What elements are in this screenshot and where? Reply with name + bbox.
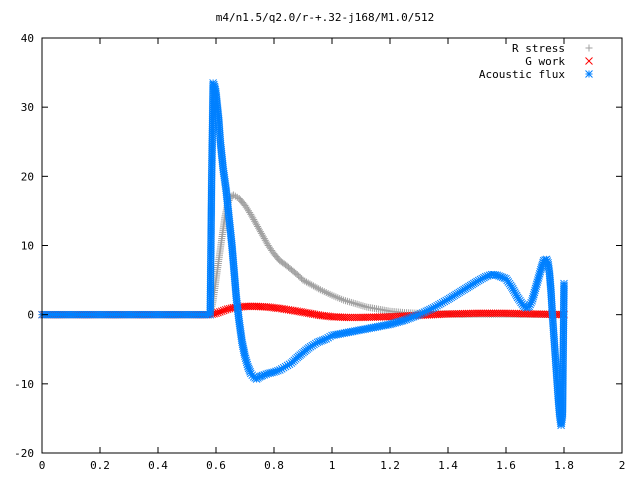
markers-layer [38,79,568,430]
ticks-layer: 0 0.2 0.4 0.6 0.8 1 1.2 1.4 1.6 1.8 2 -20 -10 0 10 20 30… [14,32,625,472]
y-tick-label: 40 [21,32,34,45]
y-tick-label: 0 [27,309,34,322]
data-point [359,302,367,310]
data-point [355,301,363,309]
x-tick-label: 0 [39,459,46,472]
x-tick-label: 1.8 [554,459,574,472]
legend-marker [585,57,593,65]
x-tick-label: 1.6 [496,459,516,472]
data-point [243,302,251,311]
legend-label: R stress [512,42,565,55]
y-tick-label: 20 [21,170,34,183]
data-point [246,302,255,311]
data-point [347,298,355,306]
y-tick-label: 10 [21,240,34,253]
data-point [357,301,365,309]
y-tick-label: 30 [21,101,34,114]
data-point [242,203,250,211]
data-point [243,205,251,213]
series-0 [38,191,568,319]
series-2 [38,79,568,430]
legend-marker [585,44,593,52]
data-point [241,302,249,311]
legend-label: Acoustic flux [479,68,565,81]
legend-marker [585,70,593,78]
x-tick-label: 0.2 [90,459,110,472]
data-point [345,298,353,306]
x-tick-label: 0.4 [148,459,168,472]
x-tick-label: 0.8 [264,459,284,472]
data-point [244,207,252,215]
chart-title: m4/n1.5/q2.0/r-+.32-j168/M1.0/512 [216,11,435,24]
data-point [349,299,357,307]
x-tick-label: 0.6 [206,459,226,472]
data-point [248,302,257,311]
data-point [246,209,254,217]
data-point [315,285,323,293]
y-tick-label: -20 [14,447,34,460]
data-point [560,279,568,288]
x-tick-label: 1.2 [380,459,400,472]
data-point [245,302,253,311]
x-tick-label: 1.4 [438,459,458,472]
data-point [241,201,249,209]
plot-frame [41,37,623,454]
data-point [361,302,369,310]
x-tick-label: 1 [329,459,336,472]
x-tick-label: 2 [619,459,626,472]
legend-label: G work [525,55,565,68]
data-point [351,300,359,308]
data-point [353,300,361,308]
y-tick-label: -10 [14,378,34,391]
